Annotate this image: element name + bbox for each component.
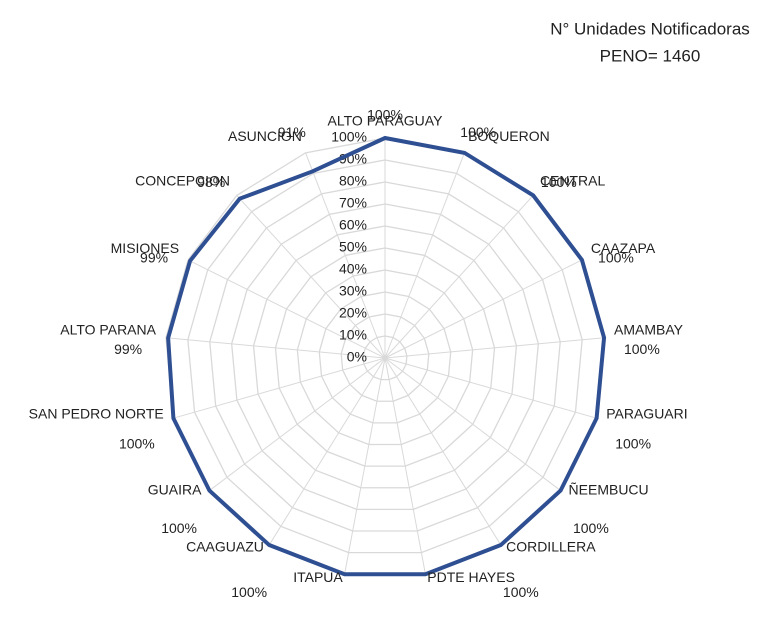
category-label: GUAIRA [148, 481, 202, 497]
spoke [384, 357, 502, 546]
value-label: 100% [231, 584, 267, 600]
category-label: CORDILLERA [506, 538, 596, 554]
y-tick-label: 100% [331, 129, 367, 145]
spoke [384, 357, 561, 491]
spoke [305, 152, 386, 359]
spoke [236, 195, 386, 359]
grid-line [230, 203, 540, 511]
category-label: CAAGUAZU [186, 538, 264, 554]
category-label: CONCEPCION [135, 173, 230, 189]
spoke [344, 357, 386, 575]
y-tick-label: 40% [339, 261, 367, 277]
y-tick-label: 70% [339, 195, 367, 211]
category-label: SAN PEDRO NORTE [29, 406, 164, 422]
value-label: 100% [541, 174, 577, 190]
value-label: 100% [615, 435, 651, 451]
value-label: 100% [573, 520, 609, 536]
spoke [384, 195, 534, 359]
value-label: 100% [503, 584, 539, 600]
spoke [384, 357, 426, 575]
spoke [173, 357, 386, 419]
category-label: MISIONES [111, 240, 179, 256]
category-label: CENTRAL [540, 173, 606, 189]
grid-line [362, 335, 408, 381]
category-label: AMAMBAY [614, 321, 684, 337]
spoke [384, 259, 583, 359]
grid-line [274, 247, 496, 467]
category-label: ASUNCION [228, 128, 302, 144]
category-label: ALTO PARAGUAY [328, 113, 444, 129]
spoke [187, 259, 386, 359]
y-tick-label: 20% [339, 305, 367, 321]
value-label: 98% [197, 174, 225, 190]
y-tick-label: 10% [339, 327, 367, 343]
y-tick-label: 80% [339, 173, 367, 189]
y-tick-label: 60% [339, 217, 367, 233]
value-label: 100% [624, 341, 660, 357]
category-label: ITAPUA [293, 569, 343, 585]
category-label: ALTO PARANA [60, 321, 156, 337]
y-tick-label: 30% [339, 283, 367, 299]
grid-line [187, 159, 583, 554]
grid-line [296, 269, 474, 446]
spoke [165, 337, 386, 359]
y-tick-label: 0% [347, 349, 367, 365]
category-label: CAAZAPA [591, 240, 656, 256]
value-label: 100% [367, 107, 403, 123]
spoke [384, 337, 605, 359]
value-label: 100% [598, 250, 634, 266]
grid-line [318, 291, 452, 424]
y-tick-label: 50% [339, 239, 367, 255]
category-label: ÑEEMBUCU [569, 481, 649, 497]
spoke [268, 357, 386, 546]
category-label: BOQUERON [468, 128, 550, 144]
data-line [166, 135, 607, 577]
value-label: 91% [278, 124, 306, 140]
value-label: 99% [140, 250, 168, 266]
spoke [209, 357, 386, 491]
grid-line [252, 225, 518, 489]
value-label: 99% [114, 341, 142, 357]
spoke [384, 357, 597, 419]
chart-subtitle: PENO= 1460 [600, 46, 701, 65]
category-label: PDTE HAYES [427, 569, 515, 585]
value-label: 100% [161, 520, 197, 536]
value-label: 100% [460, 124, 496, 140]
grid-line [340, 313, 430, 402]
spoke [384, 152, 465, 359]
value-label: 100% [119, 435, 155, 451]
category-label: PARAGUARI [606, 406, 687, 422]
grid-line [209, 181, 561, 532]
chart-title: N° Unidades Notificadoras [550, 19, 750, 38]
